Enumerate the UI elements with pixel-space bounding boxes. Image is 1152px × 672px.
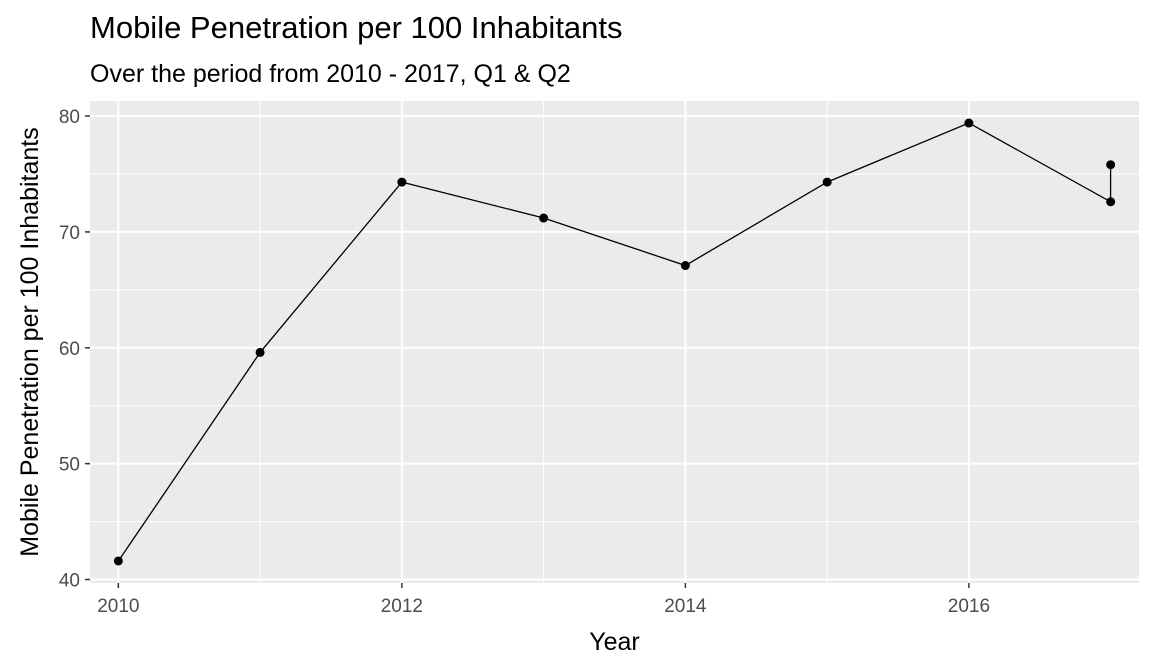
points-layer (113, 118, 1116, 566)
y-tick-label: 50 (59, 455, 80, 476)
x-tick-label: 2010 (97, 596, 139, 617)
plot-panel (90, 101, 1139, 583)
data-point (1106, 197, 1116, 207)
y-tick-label: 80 (59, 107, 80, 128)
data-point (113, 556, 123, 566)
y-axis-title: Mobile Penetration per 100 Inhabitants (16, 127, 44, 556)
y-tick-label: 60 (59, 339, 80, 360)
chart-subtitle: Over the period from 2010 - 2017, Q1 & Q… (90, 60, 571, 88)
x-tick-label: 2016 (948, 596, 990, 617)
major-gridlines (90, 101, 1139, 583)
tick-labels: 2010 2012 2014 2016 40 50 60 70 80 (59, 107, 990, 617)
data-point (822, 177, 832, 187)
data-point (255, 347, 265, 357)
data-point (397, 177, 407, 187)
data-point (1106, 160, 1116, 170)
chart-title: Mobile Penetration per 100 Inhabitants (90, 10, 623, 45)
data-point (539, 213, 549, 223)
minor-gridlines (90, 101, 1139, 583)
x-tick-label: 2014 (664, 596, 707, 617)
x-axis-title: Year (589, 628, 640, 656)
x-tick-label: 2012 (381, 596, 423, 617)
y-tick-label: 40 (59, 571, 80, 592)
data-point (680, 261, 690, 271)
axis-ticks (85, 115, 970, 588)
y-tick-label: 70 (59, 223, 80, 244)
data-point (964, 118, 974, 128)
